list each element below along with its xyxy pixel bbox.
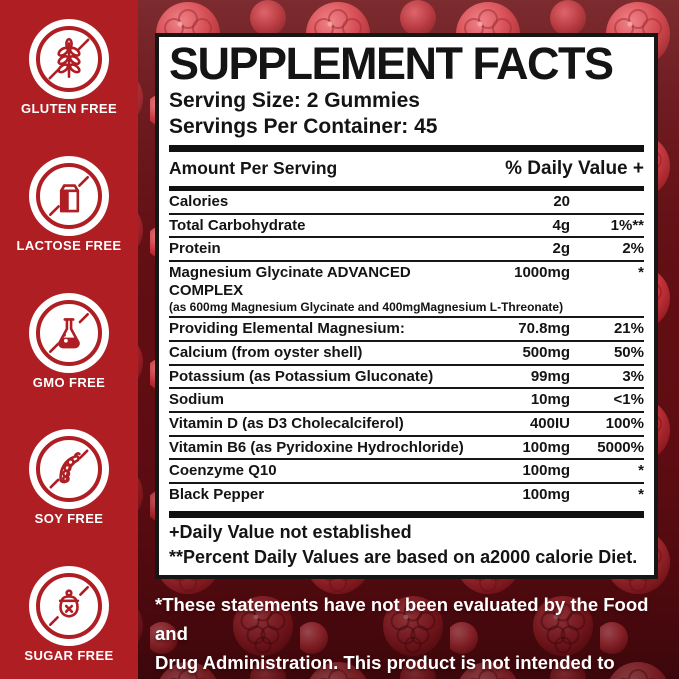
badge-label: SOY FREE [34,511,104,527]
fact-row-potassium: Potassium (as Potassium Gluconate) 99mg … [169,366,644,390]
disclaimer-line: *These statements have not been evaluate… [155,594,649,645]
flask-icon [48,312,90,353]
row-subtext: (as 600mg Magnesium Glycinate and 400mgM… [169,300,564,315]
gluten-free-badge: GLUTEN FREE [21,26,117,116]
badge-sidebar: GLUTEN FREE LACTOSE FREE [0,0,138,679]
row-amount: 2g [552,240,570,258]
footnote-daily-value: +Daily Value not established [169,521,412,542]
sugar-pot-icon [48,585,90,627]
fact-row-calcium: Calcium (from oyster shell) 500mg 50% [169,342,644,366]
row-name: Magnesium Glycinate ADVANCED COMPLEX [169,263,411,299]
soy-free-badge: SOY FREE [35,436,104,526]
fact-row-black-pepper: Black Pepper 100mg * [169,484,644,506]
row-dv: 21% [613,320,644,338]
row-dv: * [638,486,644,504]
row-name: Total Carbohydrate [169,216,306,234]
badge-circle [35,573,102,639]
divider-thick [169,510,644,518]
row-amount: 400IU [529,415,570,433]
divider-thick [169,144,644,152]
badge-label: GLUTEN FREE [20,101,118,116]
row-amount: 100mg [522,486,570,504]
servings-per-container: Servings Per Container: 45 [169,114,438,138]
row-name: Sodium [169,391,224,409]
row-name: Vitamin B6 (as Pyridoxine Hydrochloride) [169,438,464,456]
fact-row-calories: Calories 20 [169,191,644,215]
badge-circle [36,26,102,92]
badge-label: LACTOSE FREE [16,237,122,253]
milk-carton-icon [48,175,90,216]
row-name: Potassium (as Potassium Gluconate) [169,367,434,385]
facts-header: Amount Per Serving % Daily Value + [169,154,644,183]
divider-medium [169,185,644,191]
fact-row-sodium: Sodium 10mg <1% [169,389,644,414]
sugar-free-badge: SUGAR FREE [24,573,113,663]
fact-row-magnesium-complex: Magnesium Glycinate ADVANCED COMPLEX 100… [169,262,644,319]
badge-label: SUGAR FREE [24,648,114,663]
row-amount: 10mg [530,391,570,409]
row-name: Vitamin D (as D3 Cholecalciferol) [169,415,404,433]
fda-disclaimer: *These statements have not been evaluate… [155,591,658,679]
badge-circle [35,299,102,366]
row-amount: 100mg [522,438,570,456]
fact-row-carbohydrate: Total Carbohydrate 4g 1%** [169,215,644,239]
fact-row-vitamin-d: Vitamin D (as D3 Cholecalciferol) 400IU … [169,413,644,437]
row-name: Calories [169,192,229,210]
row-amount: 70.8mg [518,320,570,338]
fact-row-coenzyme-q10: Coenzyme Q10 100mg * [169,460,644,485]
row-dv: 100% [605,415,644,433]
row-amount: 99mg [530,367,570,385]
disclaimer-line: Drug Administration. This product is not… [155,651,615,673]
row-amount: 500mg [522,343,570,361]
badge-circle [36,162,102,229]
amount-column-header: Amount Per Serving [169,157,338,178]
gmo-free-badge: GMO FREE [32,299,106,390]
row-amount: 20 [553,192,570,210]
fact-row-elemental-magnesium: Providing Elemental Magnesium: 70.8mg 21… [169,318,644,342]
pea-pod-icon [49,449,89,489]
row-dv: 5000% [597,438,644,456]
badge-circle [35,436,102,503]
wheat-icon [48,37,90,80]
lactose-free-badge: LACTOSE FREE [16,162,122,253]
row-dv: 50% [613,343,644,361]
badge-label: GMO FREE [32,374,106,390]
row-amount: 1000mg [514,263,570,281]
row-name: Protein [169,240,221,258]
row-dv: 1%** [610,216,644,234]
fact-row-vitamin-b6: Vitamin B6 (as Pyridoxine Hydrochloride)… [169,437,644,461]
row-name: Coenzyme Q10 [169,462,277,480]
row-name: Providing Elemental Magnesium: [169,320,405,338]
serving-size: Serving Size: 2 Gummies [169,88,420,112]
row-name: Black Pepper [169,486,265,504]
row-amount: 4g [552,216,570,234]
row-dv: * [638,462,644,480]
row-amount: 100mg [522,462,570,480]
daily-value-column-header: % Daily Value + [505,157,644,179]
fact-row-protein: Protein 2g 2% [169,238,644,262]
row-name: Calcium (from oyster shell) [169,343,363,361]
row-dv: * [638,263,644,281]
panel-title: SUPPLEMENT FACTS [169,38,614,89]
row-dv: <1% [613,391,644,409]
supplement-facts-panel: SUPPLEMENT FACTS Serving Size: 2 Gummies… [155,33,658,580]
row-dv: 3% [622,367,644,385]
footnote-percent-daily-values: **Percent Daily Values are based on a200… [169,546,638,567]
main-content: SUPPLEMENT FACTS Serving Size: 2 Gummies… [155,33,658,679]
row-dv: 2% [622,240,644,258]
